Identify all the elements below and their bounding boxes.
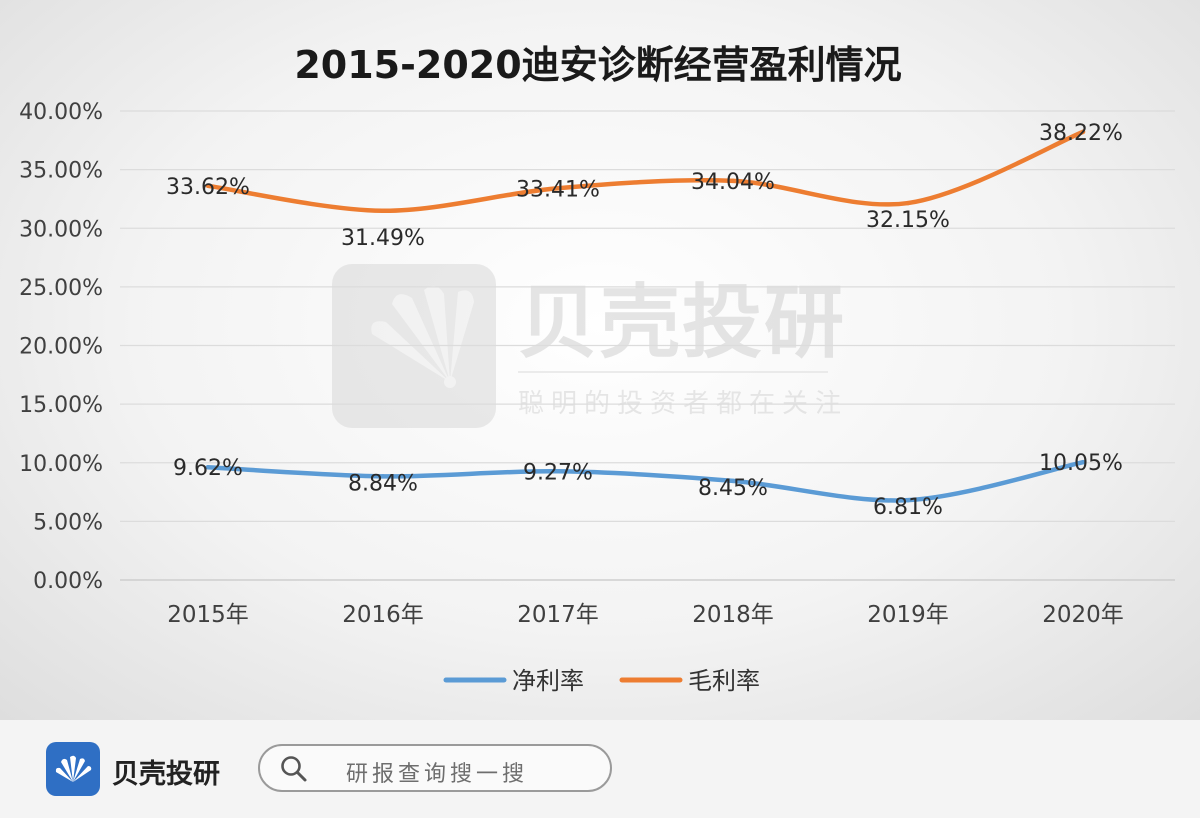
- watermark-brand: 贝壳投研: [518, 276, 846, 369]
- data-point: [905, 200, 911, 206]
- data-point: [1080, 129, 1086, 135]
- data-label: 9.62%: [173, 456, 243, 481]
- footer-brand[interactable]: 贝壳投研: [112, 759, 220, 790]
- x-tick-label: 2018年: [692, 602, 774, 628]
- x-tick-label: 2017年: [517, 602, 599, 628]
- series-line-net-margin: [205, 459, 1086, 503]
- x-tick-label: 2016年: [342, 602, 424, 628]
- legend: 净利率 毛利率: [443, 667, 760, 695]
- shell-logo-icon[interactable]: [46, 742, 100, 796]
- legend-label: 净利率: [512, 667, 584, 695]
- data-point: [555, 469, 561, 474]
- data-label: 9.27%: [523, 460, 593, 485]
- data-point: [730, 478, 736, 484]
- y-axis: 0.00% 5.00% 10.00% 15.00% 20.00% 25.00% 30.00%…: [19, 100, 103, 594]
- y-tick-label: 30.00%: [19, 217, 103, 242]
- series: [205, 129, 1086, 503]
- data-point: [380, 208, 386, 213]
- watermark-shell-icon: [371, 285, 474, 388]
- y-tick-label: 20.00%: [19, 335, 103, 360]
- x-tick-label: 2015年: [167, 602, 249, 628]
- data-label: 6.81%: [873, 495, 943, 520]
- data-label: 33.62%: [166, 175, 250, 200]
- data-label: 32.15%: [866, 208, 950, 233]
- chart-area: 2015-2020迪安诊断经营盈利情况 贝壳投研 聪明的投资者都在关注 0.00…: [0, 0, 1200, 720]
- y-tick-label: 15.00%: [19, 393, 103, 418]
- data-label: 33.41%: [516, 177, 600, 202]
- data-point: [905, 497, 911, 503]
- data-label: 38.22%: [1039, 121, 1123, 146]
- y-tick-label: 0.00%: [33, 569, 103, 594]
- data-label: 34.04%: [691, 170, 775, 195]
- y-tick-label: 10.00%: [19, 452, 103, 477]
- x-axis: 2015年 2016年 2017年 2018年 2019年 2020年: [167, 602, 1124, 628]
- line-chart: 2015-2020迪安诊断经营盈利情况 贝壳投研 聪明的投资者都在关注 0.00…: [19, 43, 1175, 695]
- grid: [120, 110, 1175, 581]
- data-label: 8.84%: [348, 471, 418, 496]
- data-point: [205, 465, 211, 470]
- data-point: [1080, 459, 1086, 465]
- watermark: 贝壳投研 聪明的投资者都在关注: [332, 264, 846, 428]
- legend-label: 毛利率: [688, 667, 760, 695]
- data-point: [205, 183, 211, 189]
- search-input[interactable]: 研报查询搜一搜: [258, 744, 612, 792]
- data-label: 8.45%: [698, 476, 768, 501]
- y-tick-label: 35.00%: [19, 159, 103, 184]
- y-tick-label: 40.00%: [19, 100, 103, 125]
- search-placeholder: 研报查询搜一搜: [346, 762, 529, 787]
- y-tick-label: 5.00%: [33, 510, 103, 535]
- chart-title: 2015-2020迪安诊断经营盈利情况: [294, 43, 901, 87]
- series-line-gross-margin: [205, 129, 1086, 214]
- search-icon: [280, 755, 308, 787]
- x-tick-label: 2019年: [867, 602, 949, 628]
- data-point: [380, 474, 386, 479]
- y-tick-label: 25.00%: [19, 276, 103, 301]
- footer-bar: 贝壳投研 研报查询搜一搜: [0, 720, 1200, 818]
- data-point: [730, 178, 736, 184]
- data-point: [555, 186, 561, 191]
- data-label: 31.49%: [341, 226, 425, 251]
- x-tick-label: 2020年: [1042, 602, 1124, 628]
- data-labels: 9.62% 8.84% 9.27% 8.45% 6.81% 10.05% 33.62% 31.…: [166, 121, 1123, 520]
- data-label: 10.05%: [1039, 451, 1123, 476]
